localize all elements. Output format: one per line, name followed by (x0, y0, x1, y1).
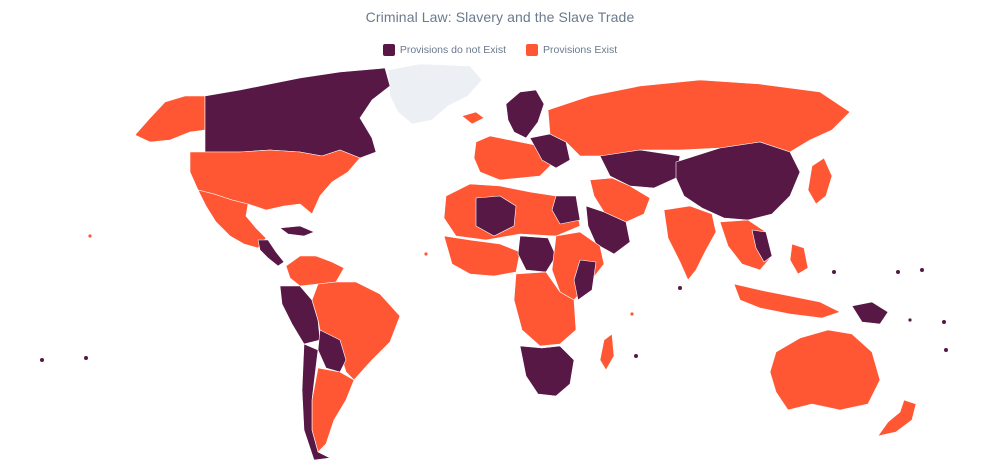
region-central-africa[interactable] (517, 235, 557, 273)
region-west-africa[interactable] (443, 235, 521, 277)
region-southern-africa[interactable] (519, 345, 575, 397)
region-philippines[interactable] (789, 243, 809, 275)
region-india[interactable] (663, 205, 717, 281)
island-dot[interactable] (634, 354, 638, 358)
region-colombia-venezuela[interactable] (285, 255, 345, 287)
region-southern-central-africa[interactable] (513, 271, 577, 347)
region-horn-of-africa[interactable] (573, 259, 597, 301)
island-dot[interactable] (84, 356, 88, 360)
region-central-america[interactable] (257, 239, 285, 267)
region-russia[interactable] (547, 79, 851, 157)
region-alaska[interactable] (134, 95, 206, 143)
region-argentina[interactable] (311, 367, 355, 453)
legend-label-provisions: Provisions Exist (543, 44, 618, 56)
region-scandinavia[interactable] (505, 89, 545, 139)
region-indonesia[interactable] (733, 283, 841, 319)
region-brazil[interactable] (311, 281, 401, 381)
island-dot[interactable] (424, 252, 428, 256)
region-iceland[interactable] (461, 111, 485, 125)
legend-swatch-no-provisions (382, 44, 395, 56)
island-dot[interactable] (630, 312, 634, 316)
region-caribbean[interactable] (279, 225, 315, 237)
region-madagascar[interactable] (599, 333, 615, 371)
region-middle-east[interactable] (589, 177, 651, 223)
region-mexico[interactable] (197, 189, 267, 249)
region-greenland[interactable] (387, 63, 483, 125)
island-dot[interactable] (40, 358, 44, 362)
region-arabian-peninsula[interactable] (585, 205, 631, 255)
island-dot[interactable] (678, 286, 682, 290)
island-dot[interactable] (944, 348, 948, 352)
region-japan[interactable] (807, 157, 833, 205)
island-dot[interactable] (88, 234, 92, 238)
region-central-asia[interactable] (599, 149, 681, 189)
island-dot[interactable] (920, 268, 924, 272)
region-china[interactable] (675, 141, 801, 221)
legend: Provisions do not Exist Provisions Exist (0, 44, 1000, 56)
island-dot[interactable] (896, 270, 900, 274)
island-dot[interactable] (832, 270, 836, 274)
island-dot[interactable] (908, 318, 912, 322)
island-markers (40, 234, 948, 362)
region-new-zealand[interactable] (877, 399, 917, 437)
region-egypt[interactable] (551, 195, 581, 225)
region-western-europe[interactable] (473, 135, 553, 181)
island-dot[interactable] (942, 320, 946, 324)
legend-label-no-provisions: Provisions do not Exist (399, 44, 507, 56)
legend-swatch-provisions (526, 44, 539, 56)
legend-item-provisions[interactable]: Provisions Exist (526, 44, 617, 56)
region-canada[interactable] (204, 67, 391, 159)
legend-item-no-provisions[interactable]: Provisions do not Exist (382, 44, 507, 56)
region-papua-new-guinea[interactable] (851, 301, 889, 325)
region-australia[interactable] (769, 329, 881, 411)
map-title: Criminal Law: Slavery and the Slave Trad… (365, 9, 635, 25)
region-vietnam[interactable] (751, 229, 773, 263)
region-sahel[interactable] (475, 195, 517, 237)
region-chile[interactable] (301, 343, 331, 461)
